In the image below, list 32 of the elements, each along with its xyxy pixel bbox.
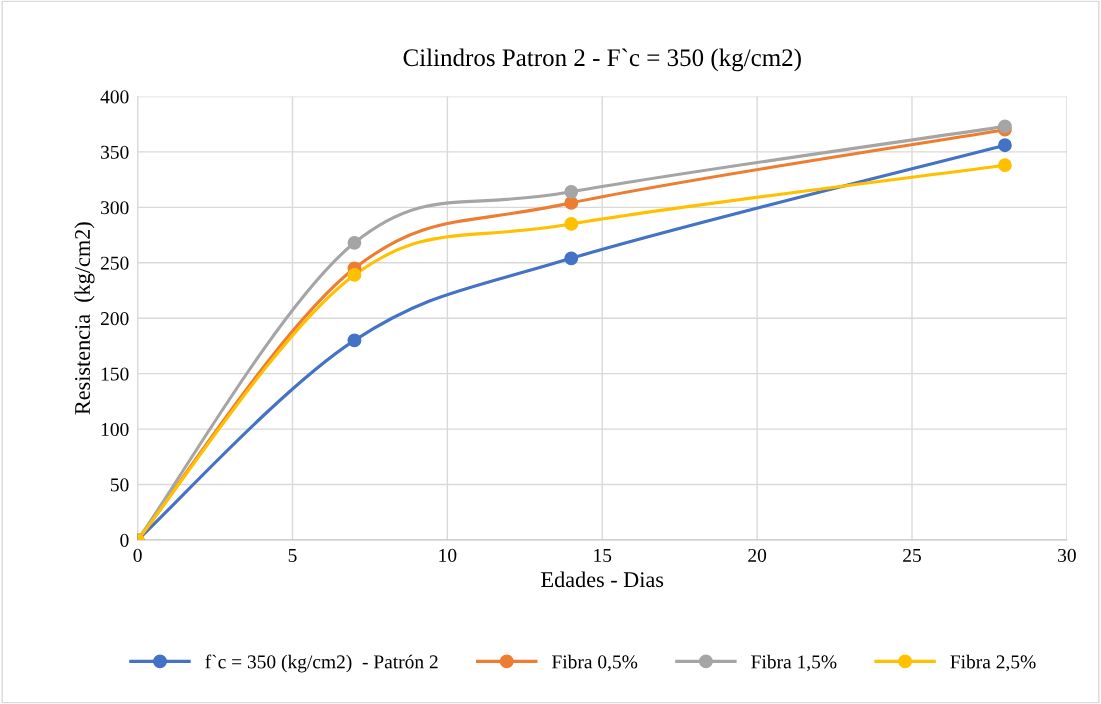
legend-label: Fibra 1,5% bbox=[751, 654, 837, 672]
y-tick-label: 150 bbox=[101, 367, 129, 381]
point bbox=[998, 138, 1012, 153]
chart-title: Cilindros Patron 2 - F`c = 350 (kg/cm2) bbox=[403, 48, 801, 72]
point bbox=[564, 217, 579, 231]
point bbox=[347, 235, 362, 250]
point bbox=[564, 195, 579, 210]
y-tick-label: 300 bbox=[101, 201, 129, 215]
point bbox=[347, 268, 362, 282]
x-tick-label: 30 bbox=[1058, 548, 1076, 562]
y-tick-label: 100 bbox=[101, 422, 129, 437]
x-tick-label: 15 bbox=[594, 548, 612, 562]
point bbox=[998, 158, 1012, 173]
point bbox=[564, 184, 579, 199]
y-tick-label: 350 bbox=[101, 145, 129, 159]
y-tick-label: 50 bbox=[110, 478, 129, 492]
x-tick-label: 20 bbox=[748, 548, 767, 562]
legend-label: Fibra 0,5% bbox=[552, 654, 638, 672]
y-tick-label: 0 bbox=[120, 533, 129, 547]
point bbox=[347, 333, 362, 348]
legend-label: Fibra 2,5% bbox=[950, 654, 1036, 672]
y-tick-label: 250 bbox=[100, 256, 129, 270]
point bbox=[564, 251, 579, 266]
y-tick-label: 400 bbox=[100, 90, 129, 104]
x-tick-label: 0 bbox=[133, 548, 142, 562]
x-tick-label: 10 bbox=[439, 548, 457, 562]
y-axis-title: Resistencia (kg/cm2) bbox=[74, 222, 95, 415]
x-tick-label: 5 bbox=[288, 549, 297, 562]
y-tick-label: 200 bbox=[100, 312, 129, 326]
x-tick-label: 25 bbox=[903, 548, 921, 562]
x-axis-title: Edades - Dias bbox=[541, 571, 664, 588]
legend-label: f`c = 350 (kg/cm2) - Patrón 2 bbox=[205, 654, 438, 673]
